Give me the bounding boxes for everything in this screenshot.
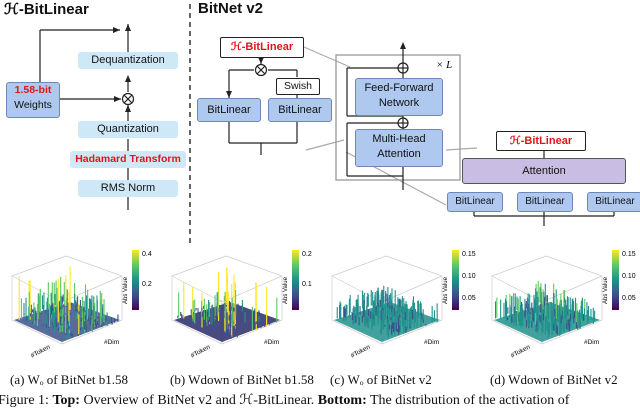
- colorbar: [452, 250, 459, 310]
- colorbar-tick-label: 0.05: [622, 295, 636, 302]
- plot-ylabel: #Dim: [104, 339, 119, 346]
- center-h-bitlinear-box: ℋ-BitLinear: [220, 37, 304, 58]
- right-bitlinear-3: BitLinear: [587, 192, 640, 212]
- plot-frame-line: [331, 319, 383, 345]
- ffn-label-line2: Network: [378, 97, 420, 109]
- surface-plot-1: 0.4 0.2 Abs Value #Token #Dim: [11, 250, 152, 360]
- plot-ylabel: #Dim: [264, 339, 279, 346]
- figure-caption: Figure 1: Top: Overview of BitNet v2 and…: [0, 392, 569, 409]
- plot-frame-line: [491, 319, 543, 345]
- attention-label-line2: Attention: [377, 148, 421, 160]
- weights-label: Weights: [14, 99, 52, 111]
- plot-xlabel: #Token: [510, 344, 532, 360]
- rms-norm-box: RMS Norm: [78, 180, 178, 197]
- plot-caption: (c) Wₒ of BitNet v2: [330, 372, 432, 387]
- ffn-label-line1: Feed-Forward: [364, 82, 434, 94]
- surface-floor: [174, 302, 280, 342]
- attention-box: Attention: [462, 158, 626, 184]
- plot-frame-line: [171, 255, 227, 277]
- plot-frame-line: [171, 275, 223, 303]
- colorbar-tick-label: 0.05: [462, 295, 476, 302]
- plot-xlabel: #Token: [350, 344, 372, 360]
- plot-xlabel: #Token: [190, 344, 212, 360]
- colorbar-tick-label: 0.4: [142, 251, 152, 258]
- plot-frame-line: [385, 255, 443, 277]
- plot-frame-line: [65, 255, 123, 277]
- plot-frame-line: [331, 255, 387, 277]
- hadamard-transform-box: Hadamard Transform: [70, 151, 186, 168]
- left-panel-title: ℋ-BitLinear: [4, 1, 89, 18]
- plot-frame-line: [545, 255, 603, 277]
- plot-frame-line: [541, 275, 603, 303]
- weights-box: 1.58-bit Weights: [6, 82, 60, 118]
- figure-number: Figure 1:: [0, 393, 53, 408]
- plot-frame-line: [11, 255, 67, 277]
- swish-box: Swish: [276, 78, 320, 95]
- bitlinear-left-box: BitLinear: [197, 98, 261, 122]
- plot-frame-line: [221, 275, 283, 303]
- right-h-bitlinear-box: ℋ-BitLinear: [496, 131, 586, 151]
- plot-ylabel: #Dim: [584, 339, 599, 346]
- caption-bottom-label: Bottom:: [317, 393, 367, 408]
- plot-frame-line: [331, 275, 383, 303]
- dequantization-box: Dequantization: [78, 52, 178, 69]
- attention-label-line1: Multi-Head: [372, 133, 426, 145]
- colorbar-tick-label: 0.2: [142, 281, 152, 288]
- plot-frame-line: [381, 319, 443, 345]
- bitlinear-right-box: BitLinear: [268, 98, 332, 122]
- colorbar-tick-label: 0.15: [462, 251, 476, 258]
- plot-frame-line: [225, 255, 283, 277]
- colorbar-label: Abs Value: [283, 276, 289, 304]
- colorbar-tick-label: 0.2: [302, 251, 312, 258]
- colorbar: [612, 250, 619, 310]
- caption-bottom-text: The distribution of the activation of: [366, 393, 570, 408]
- center-panel-title: BitNet v2: [198, 0, 264, 17]
- caption-top-label: Top:: [52, 393, 80, 408]
- feed-forward-network-box: Feed-Forward Network: [355, 78, 443, 116]
- right-bitlinear-1: BitLinear: [447, 192, 503, 212]
- dashed-divider: [189, 4, 191, 243]
- plot-frame-line: [171, 319, 223, 345]
- weights-bits-label: 1.58-bit: [14, 84, 52, 96]
- colorbar-label: Abs Value: [603, 276, 609, 304]
- caption-top-text: Overview of BitNet v2 and ℋ-BitLinear.: [79, 393, 318, 408]
- colorbar-label: Abs Value: [123, 276, 129, 304]
- plot-frame-line: [61, 275, 123, 303]
- plot-caption: (d) Wdown of BitNet v2: [490, 372, 618, 387]
- quantization-box: Quantization: [78, 121, 178, 138]
- colorbar-tick-label: 0.10: [462, 273, 476, 280]
- colorbar-label: Abs Value: [443, 276, 449, 304]
- colorbar-tick-label: 0.15: [622, 251, 636, 258]
- surface-plot-2: 0.2 0.1 Abs Value #Token #Dim: [171, 250, 312, 360]
- colorbar: [132, 250, 139, 310]
- right-bitlinear-2: BitLinear: [517, 192, 573, 212]
- multi-head-attention-box: Multi-Head Attention: [355, 129, 443, 167]
- plot-caption: (b) Wdown of BitNet b1.58: [170, 372, 314, 387]
- repeat-label: × L: [436, 59, 453, 71]
- plot-frame-line: [541, 319, 603, 345]
- plot-xlabel: #Token: [30, 344, 52, 360]
- surface-plot-3: 0.15 0.10 0.05 Abs Value #Token #Dim: [331, 250, 476, 360]
- plot-frame-line: [11, 275, 63, 303]
- colorbar: [292, 250, 299, 310]
- plot-frame-line: [491, 255, 547, 277]
- plot-frame-line: [221, 319, 283, 345]
- plot-frame-line: [11, 319, 63, 345]
- colorbar-tick-label: 0.1: [302, 281, 312, 288]
- colorbar-tick-label: 0.10: [622, 273, 636, 280]
- surface-plot-4: 0.15 0.10 0.05 Abs Value #Token #Dim: [491, 250, 636, 360]
- plot-caption: (a) Wₒ of BitNet b1.58: [10, 372, 128, 387]
- plot-ylabel: #Dim: [424, 339, 439, 346]
